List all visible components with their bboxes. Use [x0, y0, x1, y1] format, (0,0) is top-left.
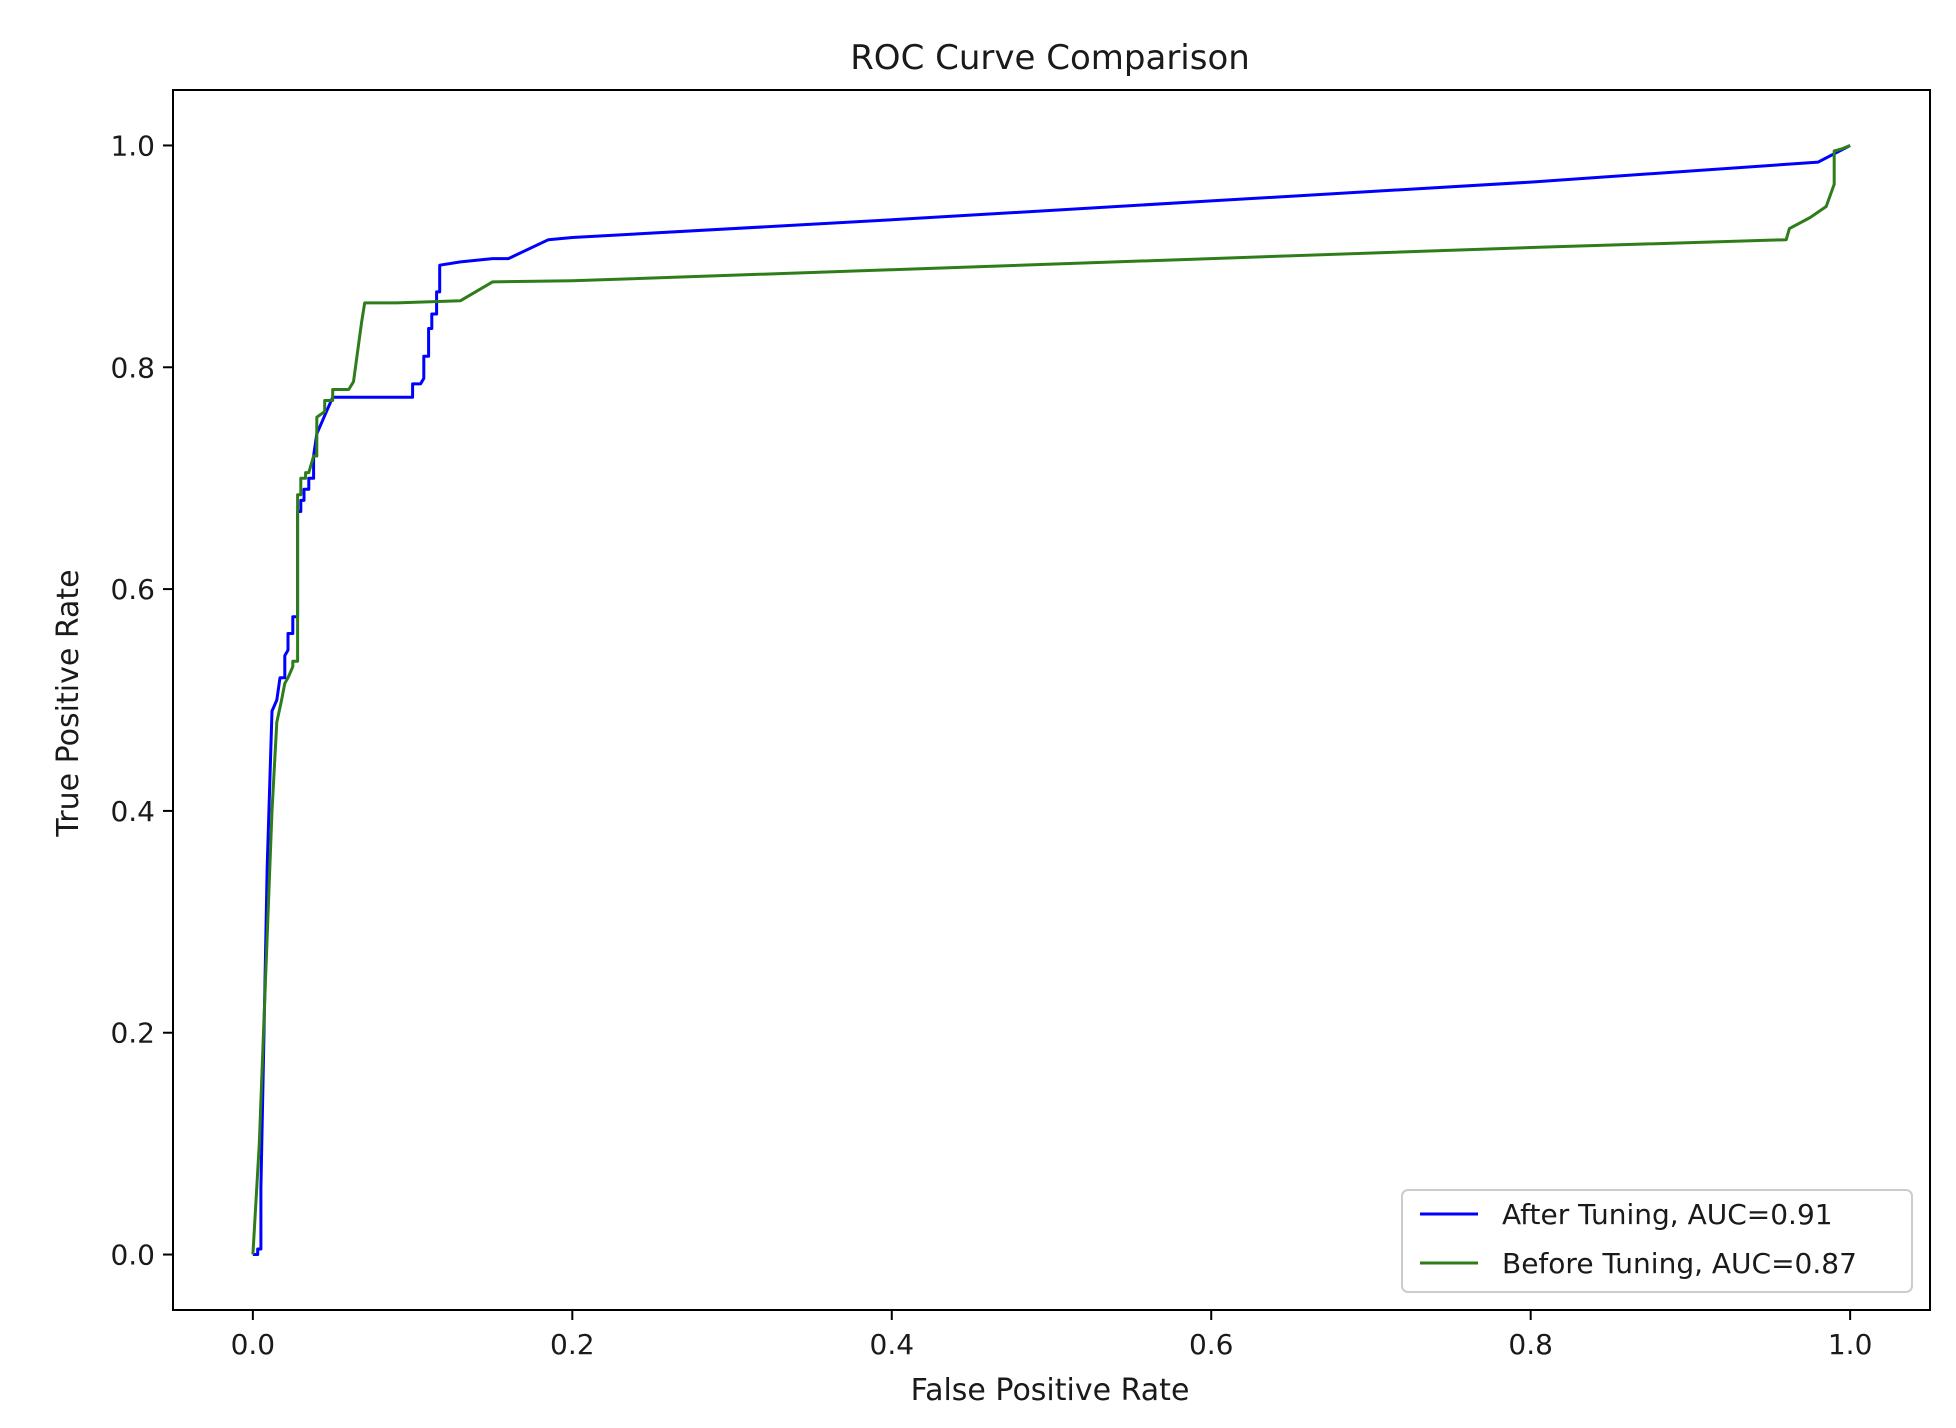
x-tick-label: 0.0: [231, 1328, 276, 1361]
chart-title: ROC Curve Comparison: [850, 38, 1250, 78]
y-tick-label: 1.0: [110, 129, 155, 162]
x-axis-label: False Positive Rate: [911, 1373, 1190, 1408]
x-tick-label: 0.2: [550, 1328, 595, 1361]
plot-frame: [172, 89, 1931, 1311]
x-tick-label: 1.0: [1828, 1328, 1873, 1361]
legend-box: [1401, 1189, 1913, 1293]
x-axis-ticks: 0.0 0.2 0.4 0.6 0.8 1.0: [231, 1310, 1873, 1361]
y-tick-label: 0.0: [110, 1239, 155, 1272]
y-tick-label: 0.4: [110, 795, 155, 828]
series-line-0: [252, 144, 1851, 1256]
x-tick-label: 0.4: [870, 1328, 915, 1361]
y-axis-label: True Positive Rate: [51, 569, 86, 837]
y-tick-label: 0.2: [110, 1017, 155, 1050]
legend: After Tuning, AUC=0.91 Before Tuning, AU…: [1401, 1189, 1913, 1293]
series-line-1: [251, 144, 1851, 1255]
plot-area: [251, 144, 1851, 1256]
x-tick-label: 0.8: [1508, 1328, 1553, 1361]
y-tick-label: 0.8: [110, 351, 155, 384]
y-tick-label: 0.6: [110, 573, 155, 606]
x-tick-label: 0.6: [1189, 1328, 1234, 1361]
y-axis-ticks: 0.0 0.2 0.4 0.6 0.8 1.0: [110, 129, 173, 1272]
legend-label-before-tuning: Before Tuning, AUC=0.87: [1502, 1247, 1857, 1280]
legend-label-after-tuning: After Tuning, AUC=0.91: [1502, 1198, 1833, 1231]
